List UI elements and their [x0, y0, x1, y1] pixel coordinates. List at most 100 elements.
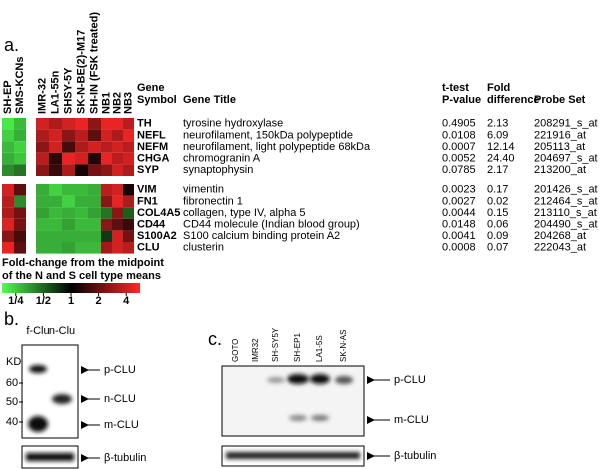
heatmap-cell: [123, 230, 134, 242]
panel-label: a.: [4, 35, 19, 55]
heatmap-cell: [88, 195, 101, 208]
band-label: p-CLU: [104, 364, 136, 376]
heatmap-cell: [88, 152, 101, 165]
legend-label: 1/2: [36, 295, 51, 307]
p-value: 0.0008: [442, 242, 476, 254]
heatmap-cell: [14, 118, 26, 130]
heatmap-cell: [14, 242, 26, 254]
heatmap-cell: [14, 164, 26, 176]
p-value: 0.0023: [442, 184, 476, 196]
lane-label: GOTO: [231, 339, 240, 362]
heatmap-cell: [62, 218, 75, 231]
heatmap-cell: [2, 218, 14, 231]
fold-difference: 0.15: [487, 207, 508, 219]
heatmap-cell: [112, 141, 123, 153]
heatmap-cell: [123, 118, 134, 130]
lane-label: SH-EP1: [293, 333, 302, 362]
lane-label: SH-SY5Y: [271, 327, 280, 362]
heatmap-cell: [49, 164, 62, 176]
header: P-value: [442, 94, 481, 106]
probe-set: 208291_s_at: [534, 118, 598, 130]
heatmap-cell: [112, 218, 123, 231]
gene-symbol: CLU: [137, 242, 160, 254]
legend-label: 4: [123, 295, 130, 307]
gene-title: vimentin: [183, 184, 224, 196]
heatmap-cell: [62, 118, 75, 130]
gene-title: synaptophysin: [183, 164, 253, 176]
heatmap-cell: [14, 184, 26, 196]
marker-label: 40: [6, 416, 18, 428]
fold-difference: 0.09: [487, 230, 508, 242]
heatmap-cell: [88, 207, 101, 219]
cell-line-label: SHSY-5Y: [62, 67, 74, 114]
lane-label: n-Clu: [49, 325, 75, 337]
blot: [21, 445, 79, 469]
lane-label: LA1-5S: [315, 335, 324, 362]
heatmap-cell: [112, 164, 123, 176]
marker-label: 50: [6, 396, 18, 408]
gene-symbol: CHGA: [137, 153, 169, 165]
header: Gene Title: [183, 94, 236, 106]
cell-line-label: NB2: [111, 92, 123, 114]
heatmap-cell: [36, 164, 49, 176]
heatmap-cell: [49, 218, 62, 231]
heatmap-cell: [88, 141, 101, 153]
heatmap-cell: [123, 129, 134, 142]
gene-symbol: FN1: [137, 195, 158, 207]
heatmap-cell: [75, 207, 88, 219]
cell-line-label: NB1: [100, 92, 112, 114]
p-value: 0.0108: [442, 129, 476, 141]
heatmap-cell: [112, 184, 123, 196]
heatmap-cell: [2, 230, 14, 242]
heatmap-cell: [62, 164, 75, 176]
heatmap-cell: [49, 230, 62, 242]
heatmap-cell: [62, 207, 75, 219]
fold-difference: 6.09: [487, 129, 508, 141]
heatmap-cell: [2, 207, 14, 219]
heatmap-cell: [62, 141, 75, 153]
heatmap-cell: [75, 152, 88, 165]
heatmap-cell: [2, 118, 14, 130]
header: t-test: [442, 82, 469, 94]
legend-label: 2: [96, 295, 102, 307]
gene-symbol: COL4A5: [137, 207, 180, 219]
heatmap-cell: [14, 195, 26, 208]
heatmap-cell: [36, 141, 49, 153]
heatmap-cell: [101, 118, 112, 130]
cell-line-label: IMR-32: [36, 78, 48, 114]
gene-symbol: TH: [137, 118, 152, 130]
heatmap-cell: [49, 242, 62, 254]
heatmap-cell: [62, 195, 75, 208]
lane-label: IMR32: [251, 338, 260, 362]
band-label: β-tubulin: [104, 452, 146, 464]
heatmap-cell: [101, 195, 112, 208]
probe-set: 201426_s_at: [534, 184, 598, 196]
p-value: 0.0044: [442, 207, 476, 219]
gene-title: S100 calcium binding protein A2: [183, 230, 340, 242]
kd-label: KD: [6, 356, 21, 368]
heatmap-cell: [101, 242, 112, 254]
heatmap-cell: [49, 152, 62, 165]
heatmap-cell: [36, 195, 49, 208]
probe-set: 222043_at: [534, 242, 586, 254]
probe-set: 205113_at: [534, 141, 585, 153]
heatmap-cell: [62, 184, 75, 196]
p-value: 0.0052: [442, 153, 476, 165]
heatmap-cell: [75, 164, 88, 176]
heatmap-cell: [36, 230, 49, 242]
heatmap-cell: [49, 129, 62, 142]
heatmap-cell: [101, 218, 112, 231]
panel-label: b.: [4, 309, 19, 329]
fold-difference: 2.13: [487, 118, 508, 130]
bands: [26, 365, 74, 461]
heatmap-cell: [36, 242, 49, 254]
heatmap-cell: [88, 242, 101, 254]
legend-label: 1/4: [8, 295, 24, 307]
fold-difference: 0.02: [487, 195, 508, 207]
gene-symbol: NEFL: [137, 129, 166, 141]
heatmap-cell: [123, 195, 134, 208]
heatmap-cell: [36, 184, 49, 196]
heatmap-cell: [112, 129, 123, 142]
heatmap-cell: [112, 195, 123, 208]
